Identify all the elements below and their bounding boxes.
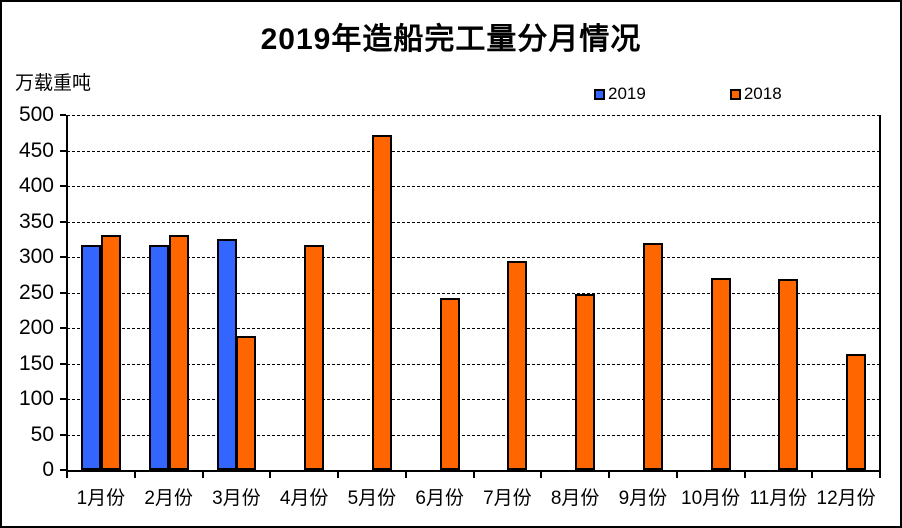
x-axis-tick xyxy=(269,472,272,478)
bar-2018-12月份 xyxy=(846,353,867,470)
gridline-150 xyxy=(67,363,880,365)
legend-swatch-2018-icon xyxy=(729,88,741,100)
bar-2018-5月份 xyxy=(371,134,392,470)
y-axis-tick xyxy=(60,185,66,187)
legend-item-2018: 2018 xyxy=(729,84,782,104)
bar-2018-1月份 xyxy=(100,234,121,470)
y-axis-label: 200 xyxy=(18,316,54,339)
bar-2019-3月份 xyxy=(216,239,237,470)
x-axis-tick xyxy=(201,472,204,478)
bar-2018-10月份 xyxy=(710,278,731,470)
bar-2018-4月份 xyxy=(304,244,325,470)
y-axis-tick xyxy=(60,291,66,294)
x-axis-tick xyxy=(811,472,814,478)
x-axis-line xyxy=(66,470,881,472)
y-axis-label: 0 xyxy=(42,458,54,481)
y-axis-line xyxy=(66,115,68,472)
x-axis-label-3月份: 3月份 xyxy=(212,488,261,509)
bar-2018-6月份 xyxy=(439,298,460,470)
chart-title: 2019年造船完工量分月情况 xyxy=(260,23,642,56)
gridline-50 xyxy=(67,434,880,436)
x-axis-tick xyxy=(337,472,339,478)
bar-2018-9月份 xyxy=(642,242,663,470)
y-axis-label: 400 xyxy=(18,174,54,197)
x-axis-tick xyxy=(540,472,543,478)
y-axis-tick xyxy=(60,433,66,436)
x-axis-label-11月份: 11月份 xyxy=(749,488,808,509)
y-axis-label: 450 xyxy=(18,138,54,162)
x-axis-tick xyxy=(472,472,475,478)
legend-label-2018: 2018 xyxy=(743,84,782,103)
x-axis-tick xyxy=(879,472,881,478)
y-axis-label: 150 xyxy=(18,351,54,375)
y-axis-label: 300 xyxy=(18,245,54,268)
y-axis-tick xyxy=(60,220,66,223)
y-axis-label: 350 xyxy=(18,209,54,233)
x-axis-label-8月份: 8月份 xyxy=(550,488,600,509)
bar-2018-11月份 xyxy=(778,279,799,470)
gridline-350 xyxy=(67,221,880,223)
x-axis-tick xyxy=(608,472,610,478)
x-axis-tick xyxy=(675,472,678,478)
gridline-400 xyxy=(67,186,880,187)
x-axis-label-5月份: 5月份 xyxy=(347,488,397,509)
y-axis-tick xyxy=(60,469,66,471)
gridline-250 xyxy=(67,292,880,294)
y-axis-tick xyxy=(60,256,66,258)
x-axis-tick xyxy=(66,472,68,478)
legend: 2019 2018 xyxy=(594,84,782,104)
gridline-500 xyxy=(67,115,880,116)
x-axis-label-6月份: 6月份 xyxy=(415,488,464,509)
x-axis-tick xyxy=(743,472,746,478)
x-axis-label-7月份: 7月份 xyxy=(483,488,532,509)
y-axis-label: 500 xyxy=(18,103,54,126)
x-axis-label-9月份: 9月份 xyxy=(618,488,668,509)
x-axis-label-10月份: 10月份 xyxy=(681,488,741,509)
gridline-100 xyxy=(67,399,880,400)
bar-2018-8月份 xyxy=(575,293,596,470)
y-axis-unit-label: 万载重吨 xyxy=(15,73,92,94)
legend-item-2019: 2019 xyxy=(594,84,646,104)
x-axis-label-1月份: 1月份 xyxy=(76,488,126,509)
x-axis-label-4月份: 4月份 xyxy=(279,488,329,509)
x-axis-label-2月份: 2月份 xyxy=(144,488,193,509)
gridline-300 xyxy=(67,257,880,258)
y-axis-tick xyxy=(60,114,66,116)
legend-label-2019: 2019 xyxy=(608,84,646,103)
gridline-450 xyxy=(67,150,880,152)
bar-2018-2月份 xyxy=(168,234,189,470)
y-axis-tick xyxy=(60,362,66,365)
x-axis-label-12月份: 12月份 xyxy=(816,488,876,509)
y-axis-tick xyxy=(60,149,66,152)
y-axis-label: 250 xyxy=(18,280,54,304)
bar-2019-1月份 xyxy=(81,244,102,470)
y-axis-tick xyxy=(60,327,66,329)
bar-2019-2月份 xyxy=(149,244,170,470)
gridline-200 xyxy=(67,328,880,329)
y-axis-tick xyxy=(60,398,66,400)
bar-2018-3月份 xyxy=(236,335,257,470)
y-axis-label: 50 xyxy=(30,422,54,446)
x-axis-tick xyxy=(133,472,136,478)
plot-right-border xyxy=(879,115,881,472)
legend-swatch-2019-icon xyxy=(594,88,605,100)
y-axis-label: 100 xyxy=(18,387,54,410)
x-axis-tick xyxy=(404,472,407,478)
bar-2018-7月份 xyxy=(507,260,528,470)
